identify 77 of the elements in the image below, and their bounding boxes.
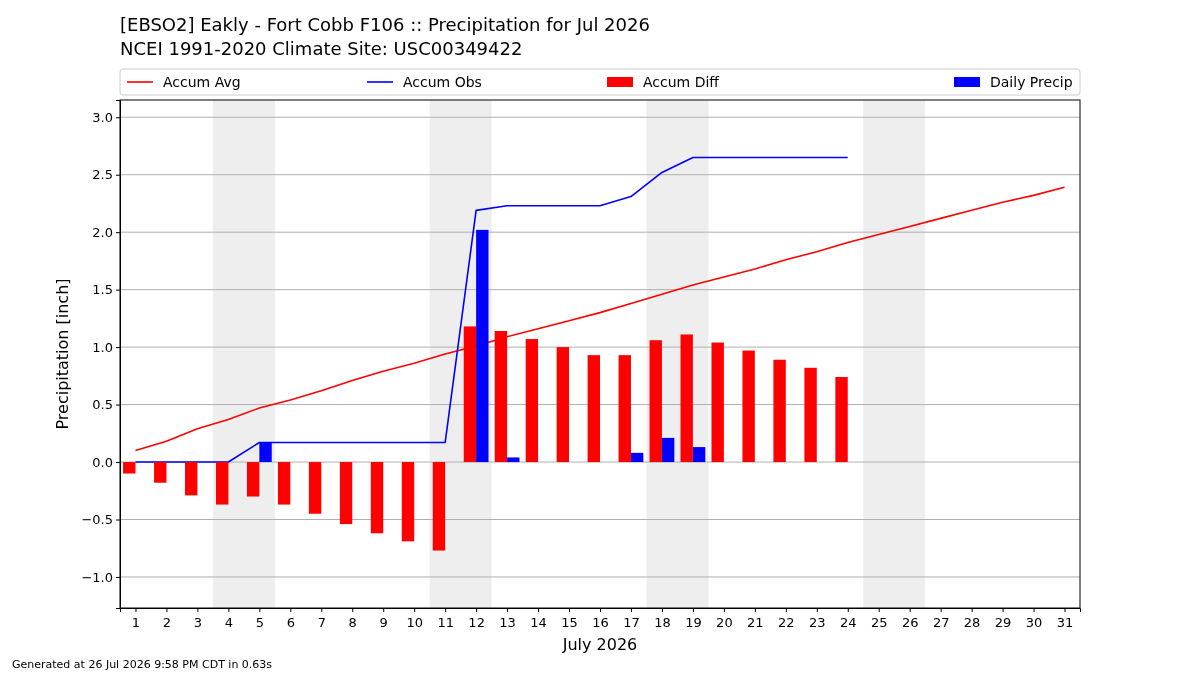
y-tick-label: −1.0 bbox=[81, 569, 113, 585]
x-tick-label: 2 bbox=[162, 614, 172, 630]
bar bbox=[649, 340, 662, 463]
x-tick-label: 3 bbox=[193, 614, 203, 630]
bar bbox=[476, 229, 489, 463]
y-tick-label: 2.5 bbox=[92, 167, 113, 183]
bar bbox=[308, 462, 322, 514]
x-tick-label: 14 bbox=[530, 614, 547, 630]
chart-subtitle: NCEI 1991-2020 Climate Site: USC00349422 bbox=[120, 38, 523, 59]
x-tick-label: 20 bbox=[716, 614, 733, 630]
x-tick-label: 21 bbox=[747, 614, 764, 630]
bar bbox=[525, 339, 539, 463]
x-tick-label: 16 bbox=[592, 614, 609, 630]
x-tick-label: 6 bbox=[286, 614, 295, 630]
y-axis-title: Precipitation [inch] bbox=[53, 278, 72, 430]
bar bbox=[401, 462, 415, 542]
y-tick-label: 1.0 bbox=[92, 339, 113, 355]
x-tick-label: 17 bbox=[623, 614, 640, 630]
bar bbox=[507, 457, 520, 463]
x-tick-label: 10 bbox=[406, 614, 423, 630]
x-tick-label: 23 bbox=[809, 614, 826, 630]
bar bbox=[432, 462, 446, 551]
y-tick-label: 0.0 bbox=[92, 454, 113, 470]
x-tick-label: 26 bbox=[901, 614, 919, 630]
y-tick-label: 0.5 bbox=[92, 397, 113, 413]
x-tick-label: 8 bbox=[348, 614, 357, 630]
y-tick-label: −0.5 bbox=[81, 512, 113, 528]
x-tick-label: 22 bbox=[778, 614, 795, 630]
bar bbox=[154, 462, 167, 483]
x-tick-label: 30 bbox=[1025, 614, 1043, 630]
x-tick-label: 19 bbox=[685, 614, 702, 630]
bar bbox=[661, 437, 675, 463]
bar bbox=[339, 462, 353, 525]
bar bbox=[835, 376, 848, 463]
bar bbox=[556, 347, 570, 463]
x-axis-title: July 2026 bbox=[561, 635, 638, 654]
text: Generated at 26 Jul 2026 9:58 PM CDT in 0.63s bbox=[12, 658, 273, 671]
y-tick-label: 1.5 bbox=[92, 282, 113, 298]
bar bbox=[587, 355, 600, 463]
bar bbox=[246, 462, 260, 497]
y-tick-label: 3.0 bbox=[92, 109, 113, 125]
bar bbox=[370, 462, 384, 534]
bar bbox=[711, 342, 724, 463]
bar bbox=[277, 462, 291, 505]
x-tick-label: 24 bbox=[839, 614, 857, 630]
bar bbox=[618, 355, 631, 463]
x-tick-label: 7 bbox=[317, 614, 326, 630]
bar bbox=[185, 462, 198, 496]
x-tick-label: 1 bbox=[131, 614, 141, 630]
line-series bbox=[134, 156, 849, 463]
bar bbox=[680, 334, 693, 463]
bar bbox=[804, 367, 817, 463]
bar bbox=[692, 447, 706, 463]
x-tick-label: 4 bbox=[224, 614, 234, 630]
x-tick-label: 13 bbox=[499, 614, 516, 630]
legend-label: Accum Avg bbox=[163, 74, 241, 90]
bar bbox=[216, 462, 229, 505]
x-tick-label: 9 bbox=[379, 614, 388, 630]
x-tick-label: 28 bbox=[963, 614, 981, 630]
legend-label: Accum Diff bbox=[643, 74, 720, 90]
x-tick-label: 29 bbox=[994, 614, 1012, 630]
chart-title: [EBSO2] Eakly - Fort Cobb F106 :: Precipitation for Jul 2026 bbox=[120, 14, 650, 35]
y-tick-label: 2.0 bbox=[92, 224, 113, 240]
x-tick-label: 12 bbox=[468, 614, 485, 630]
x-tick-label: 27 bbox=[932, 614, 950, 630]
legend-label: Daily Precip bbox=[990, 74, 1073, 90]
bar bbox=[773, 359, 786, 463]
x-tick-label: 31 bbox=[1056, 614, 1074, 630]
x-tick-label: 25 bbox=[870, 614, 888, 630]
x-tick-label: 15 bbox=[561, 614, 578, 630]
x-tick-label: 18 bbox=[654, 614, 671, 630]
bar bbox=[123, 462, 136, 474]
bar bbox=[742, 350, 755, 463]
legend-label: Accum Obs bbox=[403, 74, 482, 90]
x-tick-label: 5 bbox=[255, 614, 264, 630]
bar bbox=[630, 452, 644, 463]
x-tick-label: 11 bbox=[437, 614, 454, 630]
